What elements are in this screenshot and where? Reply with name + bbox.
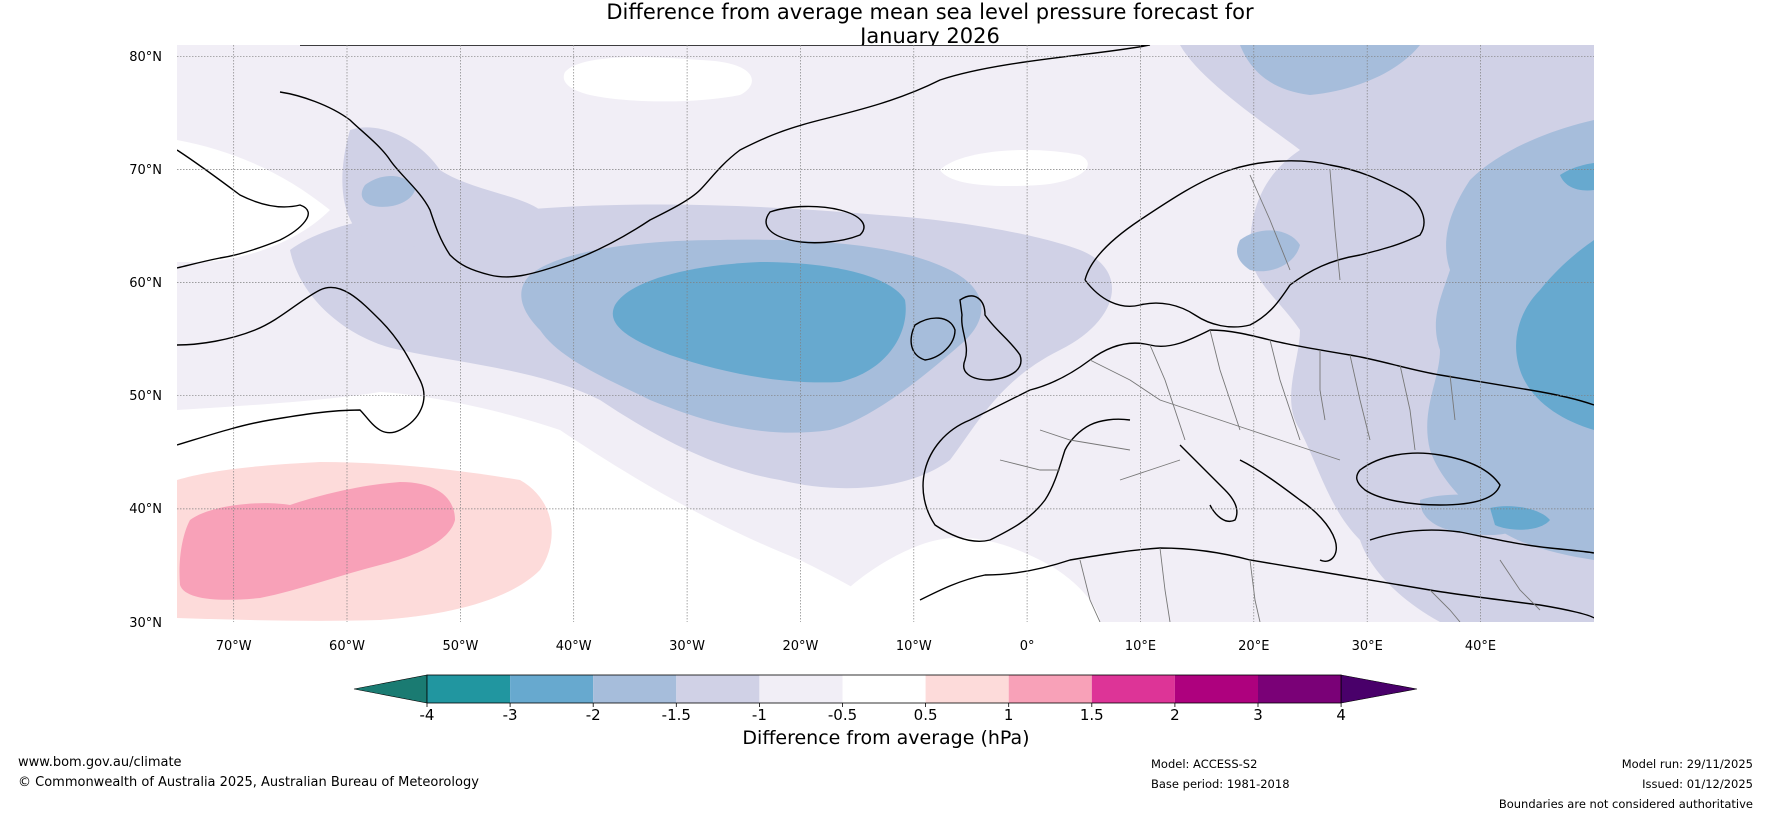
- colorbar-segment-5: [759, 675, 843, 703]
- coastline-great-britain: [959, 295, 1022, 381]
- colorbar-tick-label: -0.5: [828, 706, 857, 724]
- footer-base-period: Base period: 1981-2018: [1151, 777, 1290, 791]
- footer-issued: Issued: 01/12/2025: [1642, 777, 1753, 791]
- colorbar-ticks: [426, 703, 1342, 707]
- anomaly-band-neg2-neg15-greenland: [361, 175, 415, 207]
- longitude-labels: 70°W 60°W 50°W 40°W 30°W 20°W 10°W 0° 10…: [216, 639, 1496, 654]
- colorbar-frame: [426, 674, 1342, 704]
- footer-model-run: Model run: 29/11/2025: [1621, 757, 1753, 771]
- lon-label-40E: 40°E: [1465, 639, 1496, 654]
- footer-model: Model: ACCESS-S2: [1151, 757, 1258, 771]
- colorbar-tick-label: 0.5: [914, 706, 938, 724]
- anomaly-band-normal-arctic: [563, 57, 752, 102]
- colorbar-segment-4: [676, 675, 760, 703]
- anomaly-band-normal-north-africa: [820, 537, 1100, 622]
- footer-disclaimer: Boundaries are not considered authoritat…: [1498, 797, 1753, 811]
- lat-label-60N: 60°N: [129, 276, 162, 291]
- lon-label-70W: 70°W: [216, 639, 252, 654]
- title-line-1: Difference from average mean sea level p…: [606, 0, 1254, 24]
- anomaly-band-neg2-neg15-baltic: [1237, 230, 1300, 272]
- lat-label-30N: 30°N: [129, 616, 162, 631]
- colorbar-tick-label: 2: [1170, 706, 1180, 724]
- coastline-greenland: [279, 45, 1151, 278]
- title-line-2: January 2026: [860, 24, 1000, 48]
- colorbar-segment-1: [427, 675, 511, 703]
- national-borders: [999, 169, 1541, 622]
- anomaly-band-neg3-neg2-russia: [1516, 240, 1594, 430]
- colorbar-extend-low: [353, 674, 428, 704]
- lon-label-20E: 20°E: [1238, 639, 1269, 654]
- coastline-iceland: [765, 205, 865, 244]
- colorbar-tick-label: -2: [586, 706, 601, 724]
- lon-label-30E: 30°E: [1352, 639, 1383, 654]
- coastline-ireland: [910, 317, 956, 361]
- colorbar-segment-7: [925, 675, 1009, 703]
- coastline-balkans: [1239, 459, 1337, 562]
- lat-label-70N: 70°N: [129, 163, 162, 178]
- coastline-black-sea: [1356, 452, 1501, 506]
- colorbar-segment-9: [1091, 675, 1175, 703]
- coastline-turkey: [1369, 529, 1594, 554]
- latitude-labels: 80°N 70°N 60°N 50°N 40°N 30°N: [129, 50, 162, 631]
- colorbar-segment-2: [510, 675, 594, 703]
- colorbar-title: Difference from average (hPa): [742, 727, 1030, 749]
- colorbar-tick-label: -1.5: [662, 706, 691, 724]
- anomaly-band-neg15-neg1-greenland-west: [342, 127, 540, 250]
- colorbar-tick-label: -1: [752, 706, 767, 724]
- coastline-europe-mainland: [1029, 329, 1594, 406]
- lat-label-50N: 50°N: [129, 389, 162, 404]
- colorbar-segment-11: [1258, 675, 1342, 703]
- lon-label-40W: 40°W: [556, 639, 592, 654]
- lon-label-10E: 10°E: [1125, 639, 1156, 654]
- anomaly-band-neg2-neg15-russia-arctic: [1240, 45, 1420, 95]
- anomaly-band-neg2-neg15-russia: [1427, 120, 1594, 560]
- colorbar-extend-high: [1340, 674, 1418, 704]
- colorbar-tick-label: -4: [420, 706, 435, 724]
- lon-label-50W: 50°W: [442, 639, 478, 654]
- colorbar-tick-label: 4: [1336, 706, 1346, 724]
- border-lines-central-europe: [999, 169, 1456, 481]
- lat-label-80N: 80°N: [129, 50, 162, 65]
- anomaly-band-neg3-neg2-atlantic-low: [612, 262, 906, 383]
- footer-copyright: © Commonwealth of Australia 2025, Austra…: [18, 775, 479, 790]
- colorbar-segment-10: [1174, 675, 1258, 703]
- lat-label-40N: 40°N: [129, 502, 162, 517]
- footer-website: www.bom.gov.au/climate: [18, 755, 182, 770]
- colorbar: -4 -3 -2 -1.5 -1 -0.5 0.5 1 1.5 2 3 4: [353, 674, 1418, 724]
- colorbar-tick-label: 1: [1004, 706, 1014, 724]
- anomaly-band-neg3-neg2-black-sea: [1490, 506, 1550, 530]
- colorbar-tick-label: 3: [1253, 706, 1263, 724]
- anomaly-band-neg3-neg2-arctic: [1560, 163, 1594, 191]
- map-title: Difference from average mean sea level p…: [0, 0, 1770, 48]
- anomaly-band-normal-norway-sea: [940, 150, 1088, 187]
- colorbar-segment-8: [1008, 675, 1092, 703]
- coastlines: [177, 45, 1594, 619]
- colorbar-tick-label: 1.5: [1080, 706, 1104, 724]
- lon-label-60W: 60°W: [329, 639, 365, 654]
- colorbar-tick-labels: -4 -3 -2 -1.5 -1 -0.5 0.5 1 1.5 2 3 4: [420, 706, 1346, 724]
- anomaly-band-pos1-pos15: [179, 482, 455, 600]
- coastline-iberia: [922, 389, 1131, 542]
- coastline-italy: [1179, 444, 1238, 522]
- lon-label-30W: 30°W: [669, 639, 705, 654]
- lon-label-0: 0°: [1020, 639, 1035, 654]
- coastline-labrador: [177, 286, 425, 446]
- colorbar-segment-3: [593, 675, 677, 703]
- lon-label-20W: 20°W: [782, 639, 818, 654]
- colorbar-tick-label: -3: [503, 706, 518, 724]
- coastline-canadian-arctic: [177, 149, 309, 269]
- coastline-scandinavia: [1084, 160, 1425, 328]
- border-lines-north-africa: [1079, 547, 1541, 622]
- map-panel: [177, 45, 1594, 622]
- colorbar-segment-6: [842, 675, 926, 703]
- lon-label-10W: 10°W: [896, 639, 932, 654]
- gridlines: [177, 45, 1594, 622]
